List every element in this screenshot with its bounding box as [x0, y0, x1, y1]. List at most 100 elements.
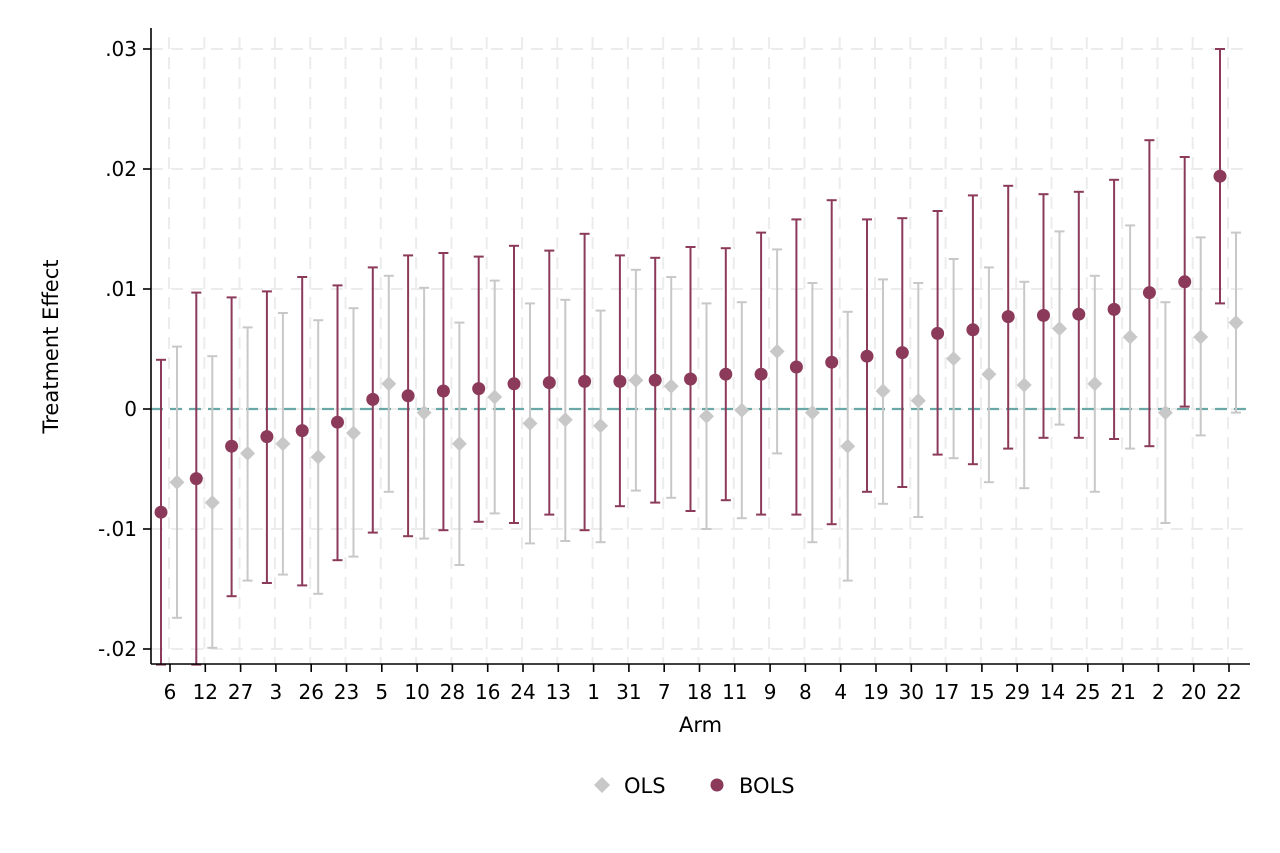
y-tick-label: -.01 [98, 517, 137, 541]
x-tick-label: 6 [164, 680, 177, 704]
bols-point-30 [895, 346, 909, 360]
bols-point-13 [542, 376, 556, 390]
x-tick-label: 2 [1152, 680, 1165, 704]
x-tick-label: 21 [1110, 680, 1135, 704]
bols-point-27 [225, 439, 239, 453]
bols-point-7 [648, 373, 662, 387]
ols-point-24 [522, 415, 538, 431]
ols-point-12 [204, 495, 220, 511]
x-tick-label: 26 [298, 680, 323, 704]
ols-point-1 [593, 418, 609, 434]
ols-point-9 [769, 343, 785, 359]
ols-point-10 [416, 405, 432, 421]
axes: -.02-.010.01.02.036 12 27 3 26 23 5 10 28 16 24 13 1… [39, 28, 1250, 737]
x-tick-label: 1 [587, 680, 600, 704]
legend-bols-label: BOLS [739, 774, 795, 798]
bols-point-11 [719, 367, 733, 381]
bols-point-6 [154, 505, 168, 519]
bols-point-25 [1072, 307, 1086, 321]
x-tick-label: 8 [799, 680, 812, 704]
ols-point-11 [734, 402, 750, 418]
bols-point-5 [366, 392, 380, 406]
bols-series [154, 48, 1227, 666]
bols-point-29 [1001, 310, 1015, 324]
legend-bols-marker [710, 778, 724, 792]
x-tick-label: 15 [969, 680, 994, 704]
y-tick-label: .03 [105, 37, 137, 61]
ols-point-18 [699, 408, 714, 424]
x-tick-label: 28 [440, 680, 465, 704]
x-axis-title: Arm [679, 713, 722, 737]
bols-point-16 [472, 382, 486, 396]
legend: OLS BOLS [594, 774, 795, 798]
x-tick-label: 29 [1004, 680, 1029, 704]
ols-point-15 [981, 366, 997, 382]
bols-point-9 [754, 367, 768, 381]
ols-point-27 [240, 445, 256, 461]
ols-point-2 [1157, 405, 1173, 421]
bols-point-23 [331, 415, 344, 429]
y-tick-label: .01 [105, 277, 137, 301]
x-tick-label: 10 [404, 680, 429, 704]
legend-ols-label: OLS [624, 774, 666, 798]
ols-point-7 [663, 378, 679, 394]
ols-point-8 [804, 405, 820, 421]
ols-point-31 [628, 372, 644, 388]
bols-point-31 [613, 374, 627, 388]
x-tick-label: 3 [270, 680, 283, 704]
ols-point-14 [1052, 321, 1067, 337]
bols-point-4 [825, 355, 839, 369]
x-tick-label: 25 [1075, 680, 1100, 704]
ols-point-4 [840, 438, 856, 454]
ols-point-13 [557, 412, 573, 428]
x-tick-label: 19 [863, 680, 888, 704]
bols-point-10 [401, 389, 415, 403]
x-tick-label: 7 [658, 680, 671, 704]
x-tick-label: 12 [193, 680, 218, 704]
ols-point-21 [1122, 329, 1138, 345]
ols-point-25 [1087, 376, 1103, 392]
legend-ols-marker [594, 777, 610, 793]
bols-point-15 [966, 323, 980, 337]
x-tick-label: 31 [616, 680, 641, 704]
x-tick-label: 22 [1216, 680, 1241, 704]
bols-point-14 [1037, 308, 1050, 322]
bols-point-21 [1107, 302, 1121, 316]
x-tick-label: 20 [1181, 680, 1206, 704]
bols-point-18 [684, 372, 697, 386]
ols-point-23 [346, 425, 361, 441]
ols-point-17 [946, 351, 962, 367]
ols-point-3 [275, 436, 291, 452]
x-tick-label: 30 [899, 680, 924, 704]
bols-point-1 [578, 374, 592, 388]
bols-point-3 [260, 430, 274, 444]
x-tick-label: 17 [934, 680, 959, 704]
x-tick-label: 11 [722, 680, 747, 704]
bols-point-19 [860, 349, 874, 363]
y-axis-title: Treatment Effect [39, 260, 63, 435]
ols-point-30 [910, 393, 926, 409]
x-tick-label: 16 [475, 680, 500, 704]
y-tick-label: 0 [124, 397, 137, 421]
ols-point-22 [1228, 315, 1244, 331]
bols-point-24 [507, 377, 521, 391]
ols-point-26 [310, 449, 326, 465]
x-tick-label: 14 [1040, 680, 1065, 704]
bols-point-12 [189, 472, 203, 486]
x-tick-label: 23 [334, 680, 359, 704]
ols-point-5 [381, 376, 397, 392]
y-tick-label: .02 [105, 157, 137, 181]
bols-point-17 [931, 326, 945, 340]
ols-point-29 [1016, 377, 1032, 393]
bols-point-28 [436, 384, 450, 398]
x-tick-label: 18 [687, 680, 712, 704]
ols-series [169, 224, 1244, 649]
grid [151, 37, 1250, 664]
bols-point-2 [1142, 286, 1156, 300]
bols-point-22 [1213, 169, 1227, 183]
ols-point-28 [451, 436, 467, 452]
bols-point-26 [295, 424, 309, 438]
y-tick-label: -.02 [98, 637, 137, 661]
ols-point-6 [169, 474, 185, 490]
